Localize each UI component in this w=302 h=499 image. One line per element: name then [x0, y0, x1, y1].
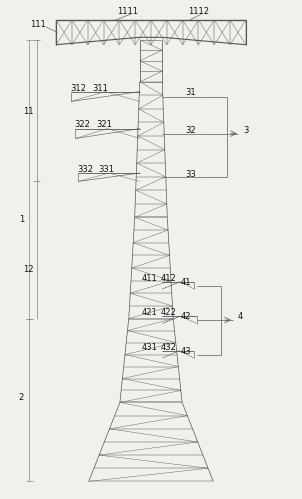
Text: 32: 32	[186, 126, 196, 135]
Text: 412: 412	[160, 273, 176, 282]
Text: 4: 4	[237, 312, 243, 321]
Text: 2: 2	[19, 393, 24, 402]
Text: 41: 41	[180, 277, 191, 286]
Text: 312: 312	[70, 84, 86, 93]
Text: 111: 111	[31, 20, 46, 29]
Text: 31: 31	[186, 88, 196, 97]
Text: 3: 3	[243, 126, 249, 135]
Text: 422: 422	[160, 308, 176, 317]
Text: 11: 11	[23, 107, 33, 116]
Text: 1111: 1111	[117, 7, 138, 16]
Text: 43: 43	[180, 347, 191, 356]
Text: 421: 421	[141, 308, 157, 317]
Text: 331: 331	[98, 165, 114, 174]
Text: 431: 431	[141, 343, 157, 352]
Text: 432: 432	[160, 343, 176, 352]
Text: 322: 322	[74, 120, 90, 129]
Text: 321: 321	[96, 120, 112, 129]
Text: 311: 311	[93, 84, 108, 93]
Text: 411: 411	[141, 273, 157, 282]
Text: 1112: 1112	[188, 7, 209, 16]
Text: 12: 12	[23, 265, 33, 274]
Text: 42: 42	[180, 312, 191, 321]
Text: 332: 332	[77, 165, 93, 174]
Text: 1: 1	[19, 216, 24, 225]
Text: 33: 33	[186, 170, 196, 179]
